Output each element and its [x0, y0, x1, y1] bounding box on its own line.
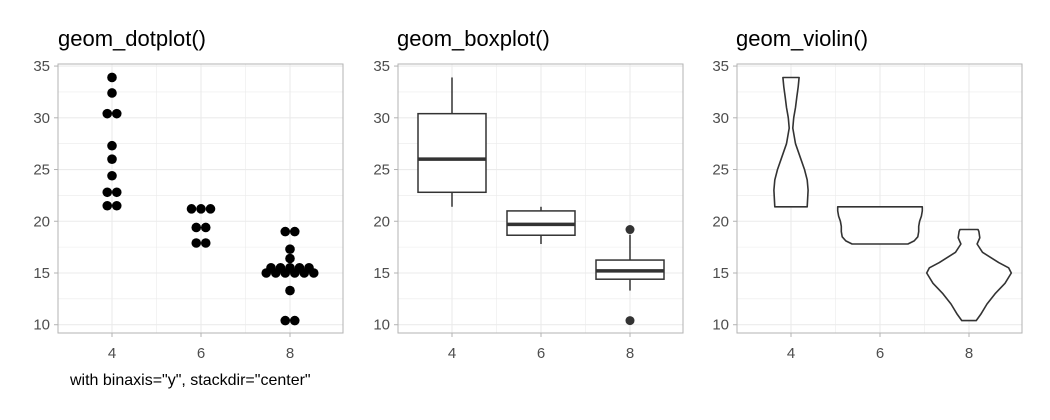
dot: [107, 88, 117, 98]
y-tick-label: 35: [373, 58, 390, 75]
dot: [289, 226, 300, 237]
plot-border: [397, 63, 684, 334]
y-tick-label: 20: [373, 213, 390, 230]
y-tick-label: 30: [33, 110, 50, 127]
y-tick-label: 20: [712, 213, 729, 230]
dot: [285, 253, 295, 264]
y-tick-label: 10: [712, 317, 729, 334]
dot: [102, 108, 113, 119]
dot: [294, 263, 305, 273]
chart-title: geom_dotplot(): [58, 26, 206, 51]
x-tick-label: 6: [197, 345, 205, 362]
violin-shape: [836, 206, 924, 245]
y-tick-label: 15: [373, 265, 390, 282]
dot: [200, 238, 211, 248]
box: [417, 112, 487, 194]
dot: [107, 154, 117, 164]
x-tick-label: 4: [787, 345, 795, 362]
y-tick-label: 15: [33, 265, 50, 282]
violin-shape: [925, 228, 1013, 322]
chart-title: geom_boxplot(): [397, 26, 550, 51]
dot: [205, 204, 216, 214]
dot: [111, 200, 122, 211]
dot: [191, 222, 202, 233]
y-tick-label: 10: [33, 317, 50, 334]
dot: [285, 263, 295, 273]
x-tick-label: 6: [537, 345, 545, 362]
plot-border: [736, 63, 1023, 334]
violin-panel: geom_violin() 10 15 20 25 30 35 4 6 8: [679, 0, 1029, 362]
y-tick-label: 25: [373, 162, 390, 179]
boxplot-panel: geom_boxplot() 10 15 20 25 30 35 4 6 8: [340, 0, 690, 362]
dot: [191, 238, 202, 248]
y-tick-label: 20: [33, 213, 50, 230]
dot: [196, 204, 206, 214]
x-tick-label: 8: [286, 345, 294, 362]
y-tick-label: 35: [33, 58, 50, 75]
outlier-point: [625, 316, 635, 326]
dotplot-panel: geom_dotplot() 10 15 20 25 30 35 4 6 8: [0, 0, 350, 362]
dot: [102, 187, 113, 198]
caption: with binaxis="y", stackdir="center": [70, 372, 311, 389]
dot: [289, 315, 300, 326]
dot: [107, 140, 117, 151]
boxplot-chart: 10 15 20 25 30 35 4 6 8: [373, 58, 684, 362]
dot: [280, 315, 291, 326]
dot: [285, 244, 295, 254]
dot: [111, 108, 122, 119]
dot: [285, 285, 295, 296]
dot: [280, 226, 291, 237]
outlier-point: [625, 225, 635, 235]
x-tick-label: 8: [965, 345, 973, 362]
dot: [304, 263, 314, 273]
dot: [266, 263, 276, 273]
dot: [275, 263, 286, 273]
y-tick-label: 15: [712, 265, 729, 282]
chart-title: geom_violin(): [736, 26, 869, 51]
violin-chart: 10 15 20 25 30 35 4 6 8: [712, 58, 1023, 362]
x-tick-label: 4: [448, 345, 456, 362]
dot: [102, 200, 113, 211]
y-tick-label: 10: [373, 317, 390, 334]
violin-shape: [773, 76, 809, 208]
y-tick-label: 30: [373, 110, 390, 127]
y-tick-label: 30: [712, 110, 729, 127]
x-tick-label: 6: [876, 345, 884, 362]
dot: [186, 204, 197, 214]
x-tick-label: 8: [626, 345, 634, 362]
y-tick-label: 25: [33, 162, 50, 179]
dotplot-chart: 10 15 20 25 30 35 4 6 8: [33, 58, 344, 362]
dot: [111, 187, 122, 198]
y-tick-label: 35: [712, 58, 729, 75]
dot: [200, 222, 211, 233]
dot: [107, 170, 117, 181]
dot: [107, 72, 117, 83]
y-tick-label: 25: [712, 162, 729, 179]
plot-border: [57, 63, 344, 334]
x-tick-label: 4: [108, 345, 116, 362]
